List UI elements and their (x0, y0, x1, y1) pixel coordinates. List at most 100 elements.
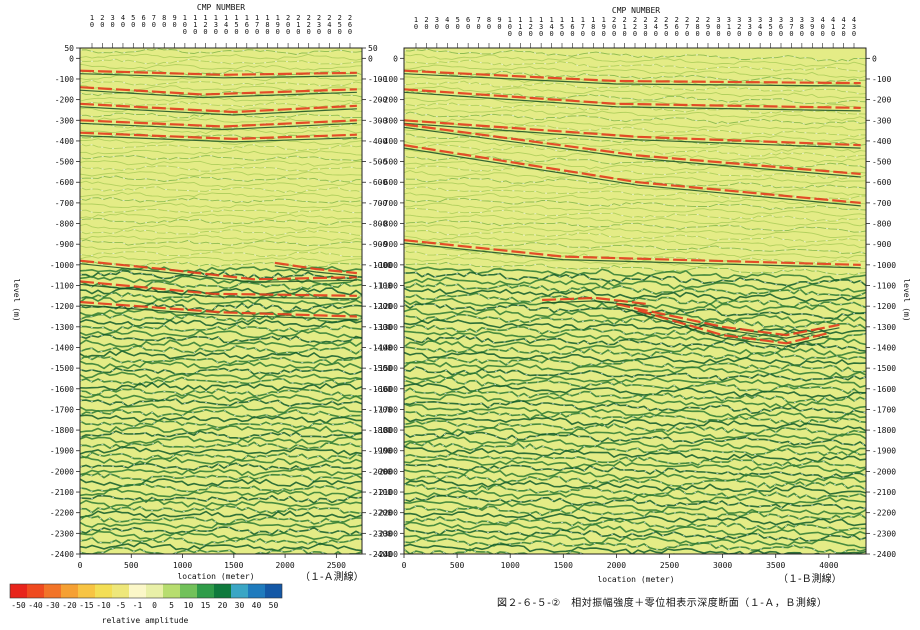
wiggle-highlight (404, 324, 866, 340)
y-tick-label: -1300 (50, 323, 74, 332)
line-label-1a: （１-Ａ測線） (300, 570, 364, 583)
y-tick-label: -1700 (374, 405, 398, 414)
wiggle-line (80, 160, 362, 167)
reflector-red (404, 119, 861, 147)
reflector-dark (80, 122, 357, 131)
wiggle-highlight (404, 219, 866, 233)
wiggle-highlight (404, 48, 866, 62)
y-tick-label: -600 (368, 178, 387, 187)
x-tick-label: 2000 (275, 561, 294, 570)
colorbar-swatches (9, 583, 283, 599)
y-tick-label: -1100 (368, 282, 392, 291)
y-tick-label: -1100 (50, 282, 74, 291)
y-tick-label: -300 (368, 116, 387, 125)
wiggle-line (80, 349, 362, 360)
wiggle-line (80, 510, 362, 520)
colorbar-label: relative amplitude (102, 616, 189, 625)
wiggle-highlight (404, 241, 866, 255)
colorbar-tick-label: -30 (45, 601, 60, 610)
wiggle-line (80, 526, 362, 536)
wiggle-line (404, 334, 866, 352)
y-tick-label: -200 (55, 96, 74, 105)
wiggle-highlight (80, 122, 362, 129)
wiggle-highlight (80, 58, 362, 66)
wiggle-highlight (404, 80, 866, 95)
section-image-1a (80, 48, 362, 554)
y-tick-label: -400 (368, 137, 387, 146)
colorbar-tick-label: 20 (218, 601, 228, 610)
reflector-dark (637, 312, 829, 347)
y-tick-label: -200 (872, 96, 891, 105)
y-tick-label: -100 (872, 75, 891, 84)
reflector-dark (274, 265, 357, 277)
wiggle-line (80, 494, 362, 504)
wiggle-line (404, 276, 866, 293)
y-tick-label: -1900 (50, 447, 74, 456)
wiggle-line (80, 504, 362, 515)
wiggle-line (80, 344, 362, 355)
wiggle-line (80, 355, 362, 366)
wiggle-line (80, 462, 362, 471)
y-tick-label: -2300 (872, 529, 896, 538)
wiggle-line (404, 308, 866, 324)
y-tick-label: -2400 (872, 550, 896, 559)
wiggle-line (80, 419, 362, 429)
y-tick-label: -1400 (872, 343, 896, 352)
x-tick-label: 2000 (607, 561, 626, 570)
y-tick-label: -100 (55, 75, 74, 84)
y-tick-label: -1500 (374, 364, 398, 373)
plot-frame-1b (403, 47, 867, 555)
wiggle-line (80, 318, 362, 328)
y-tick-label: -1900 (368, 447, 392, 456)
colorbar-swatch (180, 584, 197, 598)
colorbar-swatch (129, 584, 146, 598)
reflector-dark (80, 89, 357, 99)
y-tick-label: -300 (379, 116, 398, 125)
wiggle-highlight (404, 197, 866, 211)
xlabel-1b: location (meter) (597, 575, 674, 584)
y-tick-label: -1800 (374, 426, 398, 435)
y-tick-label: -2200 (50, 509, 74, 518)
wiggle-line (404, 393, 866, 410)
wiggle-line (80, 546, 362, 554)
y-tick-label: -1900 (374, 447, 398, 456)
y-tick-label: -1800 (368, 426, 392, 435)
wiggle-line (80, 398, 362, 408)
y-tick-label: -2400 (368, 550, 392, 559)
wiggle-line (80, 339, 362, 348)
wiggle-line (80, 265, 362, 275)
wiggle-line (404, 435, 866, 454)
y-tick-label: -1000 (374, 261, 398, 270)
y-tick-label: -900 (55, 240, 74, 249)
reflector-red (80, 102, 357, 114)
wiggle-line (80, 403, 362, 414)
colorbar-swatch (248, 584, 265, 598)
y-tick-label: -2100 (50, 488, 74, 497)
wiggle-line (404, 483, 866, 500)
figure-caption: 図２-６-５-② 相対振幅強度＋零位相表示深度断面（１-Ａ，Ｂ測線） (497, 596, 827, 609)
wiggle-line (404, 372, 866, 389)
wiggle-line (80, 408, 362, 419)
wiggle-line (80, 499, 362, 509)
reflector-red (404, 144, 861, 204)
colorbar-tick-label: -40 (28, 601, 43, 610)
wiggle-line (80, 191, 362, 200)
wiggle-line (404, 548, 742, 554)
reflector-red (80, 119, 357, 128)
